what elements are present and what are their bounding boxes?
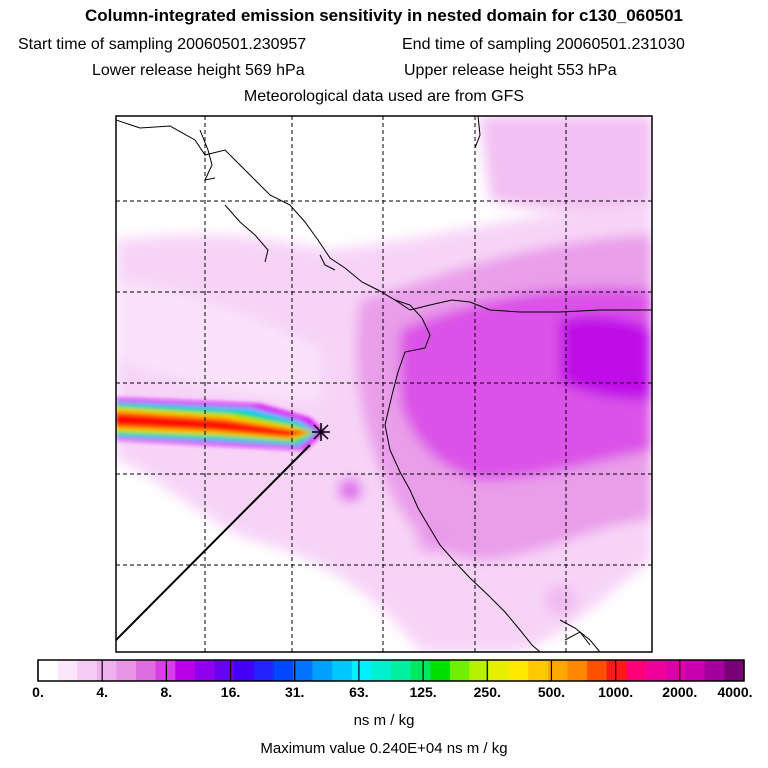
colorbar-cell bbox=[273, 660, 294, 681]
colorbar-cell bbox=[645, 660, 667, 681]
colorbar-cell bbox=[410, 660, 431, 681]
flight-track bbox=[116, 444, 311, 641]
colorbar-cell bbox=[626, 660, 647, 681]
upper-release-label: Upper release height 553 hPa bbox=[404, 62, 617, 79]
colorbar-cell bbox=[292, 660, 314, 681]
colorbar-cell bbox=[116, 660, 137, 681]
coastline bbox=[116, 116, 652, 652]
lower-release-label: Lower release height 569 hPa bbox=[92, 62, 305, 79]
colorbar-cell bbox=[332, 660, 353, 681]
colorbar-cell bbox=[234, 660, 255, 681]
map-frame bbox=[115, 115, 653, 653]
colorbar-cell bbox=[96, 660, 117, 681]
start-time-label: Start time of sampling 20060501.230957 bbox=[18, 36, 307, 53]
colorbar-cell bbox=[704, 660, 725, 681]
colorbar-tick-label: 4000. bbox=[717, 684, 753, 700]
colorbar-cell bbox=[77, 660, 98, 681]
colorbar-tick-label: 16. bbox=[220, 684, 241, 700]
colorbar-frame bbox=[37, 659, 745, 682]
colorbar-cell bbox=[449, 660, 470, 681]
grid-lines bbox=[116, 116, 652, 652]
star-icon bbox=[312, 423, 330, 441]
colorbar-tick-label: 500. bbox=[537, 684, 566, 700]
colorbar-tick-label: 125. bbox=[409, 684, 437, 700]
units-label: ns m / kg bbox=[353, 712, 415, 729]
plume bbox=[116, 398, 325, 450]
max-value-label: Maximum value 0.240E+04 ns m / kg bbox=[260, 740, 508, 757]
colorbar-cell bbox=[214, 660, 235, 681]
colorbar-cell bbox=[430, 660, 451, 681]
colorbar-tick-label: 4. bbox=[96, 684, 109, 700]
colorbar-cell bbox=[391, 660, 412, 681]
colorbar-tick-label: 63. bbox=[349, 684, 369, 700]
colorbar-cell bbox=[587, 660, 608, 681]
colorbar-cell bbox=[606, 660, 627, 681]
colorbar-cell bbox=[685, 660, 706, 681]
colorbar-cell bbox=[57, 660, 78, 681]
colorbar-tick-label: 250. bbox=[473, 684, 501, 700]
met-data-label: Meteorological data used are from GFS bbox=[243, 88, 525, 105]
plot-title: Column-integrated emission sensitivity i… bbox=[84, 6, 684, 25]
colorbar-cell bbox=[528, 660, 549, 681]
colorbar-cell bbox=[665, 660, 686, 681]
colorbar-cell bbox=[469, 660, 490, 681]
colorbar-cell bbox=[724, 660, 745, 681]
end-time-label: End time of sampling 20060501.231030 bbox=[402, 36, 685, 53]
colorbar-cell bbox=[489, 660, 510, 681]
colorbar-tick-label: 0. bbox=[32, 684, 44, 700]
colorbar-cell bbox=[253, 660, 274, 681]
colorbar-cell bbox=[155, 660, 176, 681]
colorbar-tick-label: 2000. bbox=[662, 684, 698, 700]
colorbar-cell bbox=[312, 660, 333, 681]
colorbar-cell bbox=[175, 660, 196, 681]
sensitivity-field bbox=[116, 116, 652, 652]
colorbar-cell bbox=[38, 660, 59, 681]
colorbar-cell bbox=[547, 660, 568, 681]
colorbar-tick-label: 1000. bbox=[598, 684, 634, 700]
colorbar-tick-label: 8. bbox=[160, 684, 173, 700]
colorbar-cell bbox=[508, 660, 529, 681]
colorbar-cell bbox=[194, 660, 215, 681]
colorbar-cell bbox=[136, 660, 157, 681]
colorbar-cell bbox=[371, 660, 392, 681]
colorbar-cell bbox=[351, 660, 372, 681]
colorbar-cell bbox=[567, 660, 588, 681]
colorbar-tick-label: 31. bbox=[284, 684, 305, 700]
